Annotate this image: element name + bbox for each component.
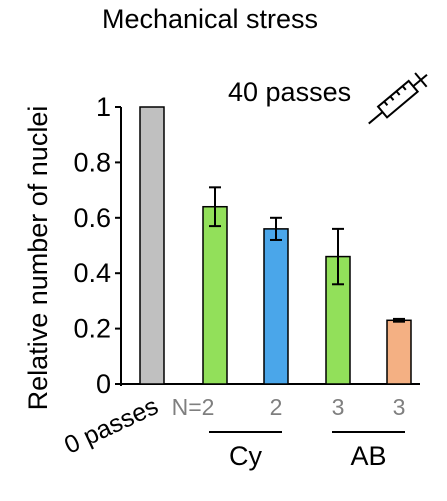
group-label: Cy: [229, 441, 262, 471]
x-label-0-passes: 0 passes: [60, 392, 163, 460]
bar: [386, 319, 412, 385]
annotation-40-passes: 40 passes: [228, 77, 351, 107]
bar: [263, 228, 289, 385]
y-tick-label: 0.2: [73, 314, 111, 344]
y-tick-label: 1: [96, 92, 111, 122]
y-axis: 0 0.2 0.4 0.6 0.8 1: [73, 92, 420, 399]
y-tick-label: 0: [96, 369, 111, 399]
n-label: 2: [270, 394, 283, 420]
n-label: 3: [393, 394, 406, 420]
bar: [139, 106, 165, 385]
y-tick-label: 0.6: [73, 203, 111, 233]
bar: [202, 205, 228, 385]
y-tick-label: 0.8: [73, 147, 111, 177]
chart-title: Mechanical stress: [102, 4, 318, 34]
n-label: 3: [332, 394, 345, 420]
bar: [325, 255, 351, 385]
y-axis-label: Relative number of nuclei: [23, 106, 53, 411]
n-label: N=2: [172, 394, 215, 420]
syringe-icon: [368, 72, 428, 125]
y-tick-label: 0.4: [73, 258, 111, 288]
group-label: AB: [350, 441, 386, 471]
x-labels: 0 passes N=2 2 3 3 Cy AB: [60, 392, 405, 471]
bars: [139, 106, 412, 385]
